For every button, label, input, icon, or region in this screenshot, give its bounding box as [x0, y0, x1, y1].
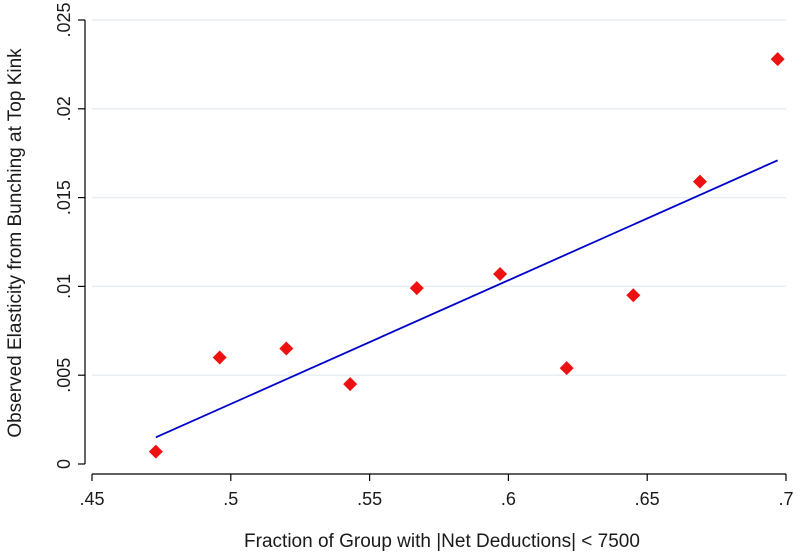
y-tick-label-5: .025 [54, 2, 74, 37]
data-point-5 [493, 266, 508, 281]
y-tick-label-0: 0 [54, 459, 74, 469]
ticks: 0 .005 .01 .015 .02 .025 .45 .5 .55 .6 .65 .7 [54, 2, 794, 509]
data-point-9 [770, 52, 785, 67]
gridlines [92, 19, 786, 376]
data-point-8 [692, 174, 707, 189]
y-tick-label-3: .015 [54, 180, 74, 215]
y-axis-label: Observed Elasticity from Bunching at Top… [5, 48, 26, 438]
y-tick-label-4: .02 [54, 96, 74, 121]
data-point-6 [559, 361, 574, 376]
x-tick-label-3: .6 [501, 489, 516, 509]
data-point-7 [626, 288, 641, 303]
data-point-4 [409, 281, 424, 296]
y-tick-label-2: .01 [54, 274, 74, 299]
x-axis-label: Fraction of Group with |Net Deductions| … [244, 531, 640, 552]
x-tick-label-0: .45 [79, 489, 104, 509]
data-points [148, 52, 785, 459]
x-tick-label-2: .55 [357, 489, 382, 509]
axes [84, 20, 786, 475]
x-tick-label-5: .7 [778, 489, 793, 509]
x-tick-label-1: .5 [223, 489, 238, 509]
y-tick-label-1: .005 [54, 358, 74, 393]
data-point-2 [279, 341, 294, 356]
x-tick-label-4: .65 [635, 489, 660, 509]
data-point-3 [343, 377, 358, 392]
data-point-0 [148, 444, 163, 459]
fit-line-group [155, 159, 779, 439]
fit-line [155, 159, 779, 439]
data-point-1 [212, 350, 227, 365]
